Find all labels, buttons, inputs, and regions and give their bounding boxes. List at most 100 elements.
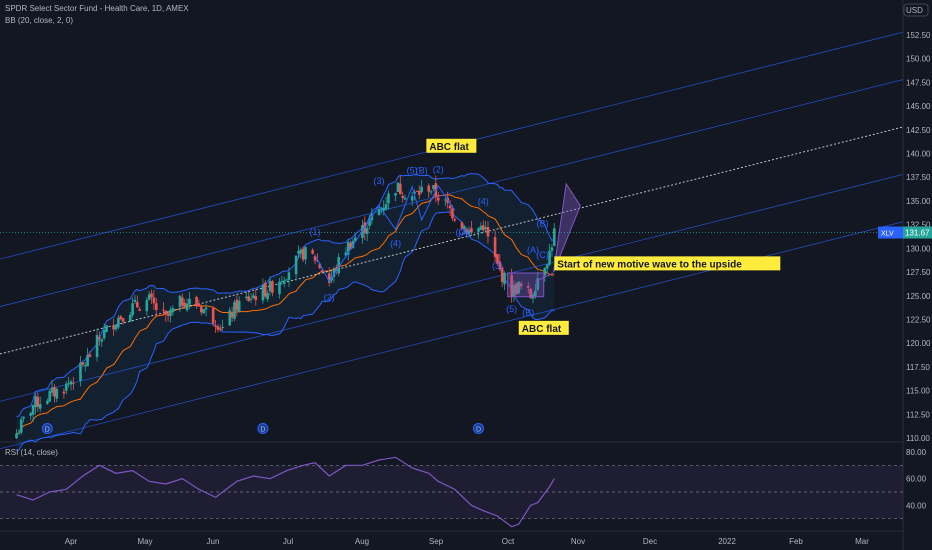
candle-body [349,242,352,250]
candle-body [48,391,51,402]
candle-body [245,296,248,299]
candle-body [301,248,305,260]
candle-body [181,297,184,306]
candle-body [83,364,87,367]
candle-body [183,302,187,309]
price-tick: 120.00 [906,339,931,348]
candle-body [287,272,291,280]
abc-flat-top: ABC flat [429,142,469,153]
candle-body [112,325,115,330]
currency-label: USD [906,6,923,15]
price-tick: 142.50 [906,126,931,135]
candle-body [313,256,317,261]
candle-body [462,226,466,230]
price-tick: 110.00 [906,434,930,443]
candle-body [534,290,537,296]
candle-body [121,318,125,322]
candle-body [444,199,447,201]
price-tick: 147.50 [906,78,931,87]
candle-body [34,396,37,408]
candle-body [294,255,298,275]
candle-body [50,387,54,393]
candle-body [436,197,440,201]
candle-body [332,268,336,277]
candle-body [384,204,388,210]
candle-body [365,228,369,235]
price-tick: 132.50 [906,221,931,230]
candle-body [467,230,471,235]
candle-body [162,309,165,311]
candle-body [353,237,357,242]
candle-body [233,302,236,319]
abc-flat-bottom: ABC flat [522,324,562,335]
candle-body [138,309,142,311]
candle-body [98,337,101,339]
candle-body [46,400,49,404]
candle-body [304,247,307,260]
candle-body [427,185,431,192]
candle-body [154,303,158,310]
wave-label: (3) [492,261,503,271]
bb-band-fill [16,173,555,451]
candle-body [62,391,66,394]
candle-body [394,192,397,196]
time-tick: Sep [429,537,444,546]
candle-body [69,381,73,385]
wave-label: (2) [433,164,444,174]
candle-body [470,228,473,233]
time-tick: Apr [65,537,78,546]
wave-label: (4) [478,197,489,207]
time-tick: Jul [283,537,293,546]
candle-body [145,299,149,312]
time-tick: Dec [643,537,657,546]
candle-body [396,182,400,192]
symbol-badge-label: XLV [881,231,894,238]
candle-body [164,310,168,315]
candle-body [147,294,151,300]
candle-body [536,278,540,290]
candle-body [519,283,523,287]
rsi-tick: 40.00 [906,501,927,510]
candle-body [278,281,281,295]
rsi-line [16,456,555,528]
time-tick: Nov [571,537,585,546]
candle-body [410,196,414,201]
candle-body [221,327,224,329]
candle-body [169,309,172,316]
dividend-marker [257,423,269,435]
candle-body [346,242,350,255]
candle-body [493,237,497,257]
candle-body [268,280,272,292]
candle-body [448,205,452,209]
candle-body [327,273,331,283]
candle-body [202,309,205,314]
abc-flat-zone [507,272,545,298]
candle-body [254,296,258,301]
candle-body [420,186,423,193]
dividend-marker-label: D [476,427,481,434]
candle-body [413,191,416,194]
wave-label: (C) [536,250,549,260]
rsi-tick: 60.00 [906,475,927,484]
candle-body [136,302,139,308]
candle-body [517,281,521,294]
bb-basis [16,194,555,434]
abc-flat-bottom-bg [518,320,569,335]
candle-body [344,252,348,256]
candle-body [299,249,303,254]
candle-body [29,412,33,416]
motive-wave-label: Start of new motive wave to the upside [557,259,742,270]
candle-body [460,222,464,229]
time-tick: Feb [789,537,803,546]
candle-body [67,383,70,385]
candle-body [64,383,68,391]
candle-body [484,227,487,230]
candle-body [133,299,137,303]
candle-body [368,218,371,226]
price-tick: 135.00 [906,197,931,206]
candle-body [337,257,341,274]
candle-body [526,286,530,288]
candle-body [150,293,153,298]
time-tick: Jun [207,537,220,546]
